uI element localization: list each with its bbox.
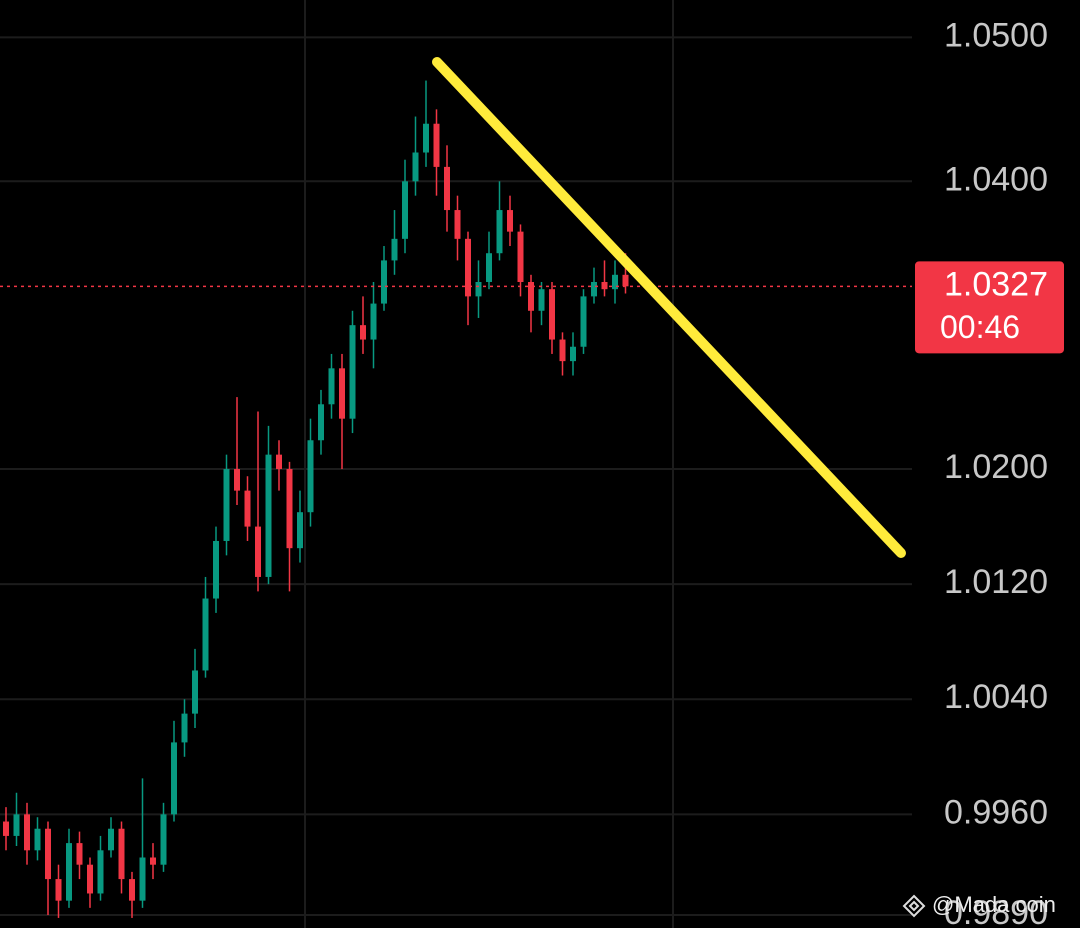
candle-body xyxy=(612,274,618,290)
candle-body xyxy=(234,469,240,491)
candle-body xyxy=(24,814,30,851)
candle-body xyxy=(66,843,72,901)
candle-body xyxy=(486,253,492,282)
candle-body xyxy=(496,210,503,254)
candle-body xyxy=(433,123,440,167)
candle-body xyxy=(507,210,513,232)
candle-body xyxy=(87,864,93,894)
candle-body xyxy=(454,210,461,239)
candle-body xyxy=(580,296,587,347)
candle-body xyxy=(276,454,282,470)
candle-body xyxy=(465,238,471,297)
candle-body xyxy=(538,289,545,311)
candle-body xyxy=(528,281,534,311)
last-price-box xyxy=(915,261,1064,354)
candle-body xyxy=(55,879,62,901)
candle-body xyxy=(192,670,198,714)
candle-body xyxy=(328,368,335,405)
grid xyxy=(0,36,912,917)
y-tick-label: 0.9890 xyxy=(944,894,1048,928)
y-tick-label: 0.9960 xyxy=(944,793,1048,831)
candle-body xyxy=(45,828,51,880)
candle-body xyxy=(150,857,156,865)
candle-body xyxy=(34,828,41,851)
candle-body xyxy=(265,454,272,577)
watermark: @Mada coin xyxy=(932,892,1056,917)
y-tick-label: 1.0040 xyxy=(944,678,1048,716)
candle-body xyxy=(244,490,251,527)
candle-body xyxy=(370,303,377,340)
countdown: 00:46 xyxy=(940,309,1020,345)
candle-body xyxy=(339,368,345,419)
price-axis: 1.0500 1.0400 1.0200 1.0120 1.0040 0.9960 0.98… xyxy=(915,16,1064,928)
candle-body xyxy=(97,850,104,894)
candle-body xyxy=(129,879,135,901)
y-tick-label: 1.0200 xyxy=(944,448,1048,486)
candle-body xyxy=(76,843,83,865)
candle-body xyxy=(139,857,146,901)
candle-body xyxy=(517,231,524,282)
candle-body xyxy=(223,469,230,541)
candle-body xyxy=(349,325,356,419)
candle-body xyxy=(318,404,324,441)
candle-body xyxy=(297,512,303,549)
candle-body xyxy=(570,346,576,362)
candle-body xyxy=(255,526,261,577)
watermark-icon xyxy=(902,894,926,918)
candle-body xyxy=(444,166,450,211)
candle-body xyxy=(391,238,398,261)
trend-line xyxy=(432,57,906,558)
candle-body xyxy=(559,339,566,362)
candle-body xyxy=(160,814,167,865)
candle-body xyxy=(475,281,482,297)
y-tick-label: 1.0120 xyxy=(944,563,1048,601)
candle-body xyxy=(423,123,429,153)
candle-body xyxy=(591,281,597,297)
candle-body xyxy=(412,152,419,182)
candle-body xyxy=(13,814,20,836)
y-tick-label: 1.0400 xyxy=(944,160,1048,198)
candle-body xyxy=(360,325,366,340)
last-price-label: 1.0327 xyxy=(944,265,1048,303)
candle-body xyxy=(286,469,293,549)
candle-body xyxy=(108,828,114,851)
candle-body xyxy=(118,828,125,880)
candle-body xyxy=(549,289,555,340)
candle-body xyxy=(402,181,408,239)
candle-body xyxy=(213,540,219,599)
candle-body xyxy=(171,742,177,815)
y-tick-label: 1.0500 xyxy=(944,16,1048,54)
candle-body xyxy=(202,598,209,671)
candle-body xyxy=(307,440,314,513)
candles xyxy=(0,80,912,918)
candle-body xyxy=(622,274,629,287)
candle-body xyxy=(3,821,9,836)
candle-body xyxy=(381,260,387,304)
candle-body xyxy=(181,713,188,743)
